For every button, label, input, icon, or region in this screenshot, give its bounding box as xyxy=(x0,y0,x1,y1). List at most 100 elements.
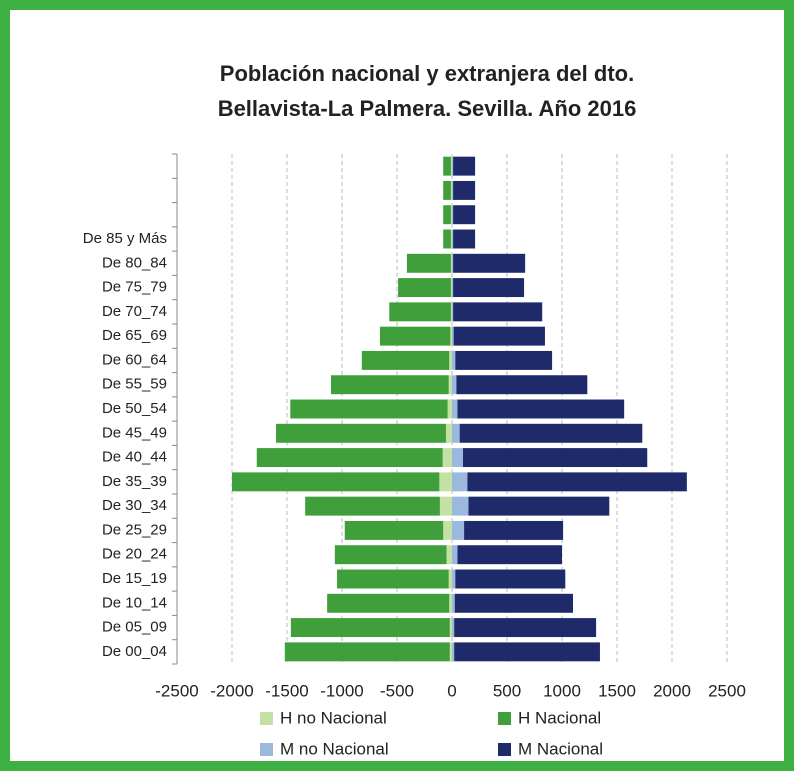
bar xyxy=(452,520,465,540)
bar xyxy=(334,545,447,565)
bar xyxy=(453,278,525,298)
y-tick-label: De 25_29 xyxy=(102,521,167,538)
bar xyxy=(256,448,443,468)
legend-label: M no Nacional xyxy=(280,739,389,758)
y-tick-label: De 65_69 xyxy=(102,327,167,344)
bar xyxy=(284,642,450,662)
bar xyxy=(379,326,451,346)
bar xyxy=(331,375,449,395)
bar xyxy=(443,156,451,176)
x-tick-label: 2000 xyxy=(653,681,691,700)
bar xyxy=(450,205,452,225)
bar xyxy=(452,205,454,225)
y-tick-label: De 60_64 xyxy=(102,351,167,368)
bar xyxy=(449,593,452,613)
legend-label: H Nacional xyxy=(518,708,601,727)
bar xyxy=(448,569,452,589)
legend-swatch xyxy=(260,743,273,756)
bar xyxy=(446,545,452,565)
x-tick-label: 1000 xyxy=(543,681,581,700)
bar xyxy=(452,448,463,468)
bar xyxy=(452,253,454,273)
x-tick-label: 1500 xyxy=(598,681,636,700)
bar xyxy=(464,520,564,540)
bar xyxy=(450,156,452,176)
legend-label: M Nacional xyxy=(518,739,603,758)
bar xyxy=(447,399,452,419)
bar xyxy=(290,618,450,638)
bar xyxy=(439,496,452,516)
legend-swatch xyxy=(260,712,273,725)
bar xyxy=(450,229,452,249)
bar xyxy=(344,520,444,540)
y-tick-label: De 20_24 xyxy=(102,546,167,563)
y-tick-label: De 35_39 xyxy=(102,473,167,490)
y-tick-label: De 40_44 xyxy=(102,449,167,466)
bar xyxy=(453,180,476,200)
bar xyxy=(452,399,458,419)
y-tick-label: De 80_84 xyxy=(102,254,167,271)
bar xyxy=(452,156,454,176)
bar xyxy=(459,423,643,443)
x-tick-label: -2000 xyxy=(210,681,253,700)
bar xyxy=(361,350,450,370)
bar xyxy=(467,472,687,492)
bar xyxy=(452,375,457,395)
x-tick-label: -2500 xyxy=(155,681,198,700)
bar xyxy=(452,350,456,370)
bar xyxy=(452,180,454,200)
bar xyxy=(463,448,648,468)
bar xyxy=(452,593,455,613)
bar xyxy=(305,496,440,516)
bar xyxy=(450,278,452,298)
bar xyxy=(453,229,476,249)
bar xyxy=(452,569,456,589)
bar xyxy=(232,472,440,492)
bar xyxy=(450,302,452,322)
bar xyxy=(449,618,452,638)
bar xyxy=(453,156,476,176)
y-tick-label: De 00_04 xyxy=(102,643,167,660)
bar xyxy=(452,496,469,516)
y-tick-label: De 75_79 xyxy=(102,279,167,296)
bar xyxy=(455,350,553,370)
bar xyxy=(450,253,452,273)
bar xyxy=(452,326,454,346)
bar xyxy=(455,569,566,589)
bar xyxy=(452,472,468,492)
bar xyxy=(443,180,451,200)
bar xyxy=(406,253,451,273)
bar xyxy=(452,278,454,298)
y-tick-label: De 05_09 xyxy=(102,619,167,636)
bar xyxy=(453,326,545,346)
y-tick-label: De 45_49 xyxy=(102,424,167,441)
y-tick-label: De 85 y Más xyxy=(83,230,167,247)
bar xyxy=(398,278,451,298)
bar xyxy=(445,423,452,443)
bar xyxy=(457,399,625,419)
x-tick-label: -1000 xyxy=(320,681,363,700)
bar xyxy=(457,545,562,565)
bar xyxy=(450,180,452,200)
y-tick-label: De 10_14 xyxy=(102,594,167,611)
bar xyxy=(290,399,448,419)
legend-swatch xyxy=(498,712,511,725)
chart-title: Población nacional y extranjera del dto. xyxy=(220,61,634,86)
bar xyxy=(454,642,600,662)
bar xyxy=(452,423,460,443)
bar xyxy=(443,520,452,540)
x-tick-label: 2500 xyxy=(708,681,746,700)
bar xyxy=(453,253,526,273)
bar xyxy=(443,229,451,249)
bar xyxy=(452,229,454,249)
bar xyxy=(337,569,449,589)
bar xyxy=(389,302,451,322)
chart-title: Bellavista-La Palmera. Sevilla. Año 2016 xyxy=(218,96,637,121)
bar xyxy=(452,545,458,565)
y-tick-label: De 50_54 xyxy=(102,400,167,417)
bar xyxy=(450,326,452,346)
bar xyxy=(449,642,452,662)
legend-swatch xyxy=(498,743,511,756)
y-tick-label: De 30_34 xyxy=(102,497,167,514)
y-tick-label: De 15_19 xyxy=(102,570,167,587)
